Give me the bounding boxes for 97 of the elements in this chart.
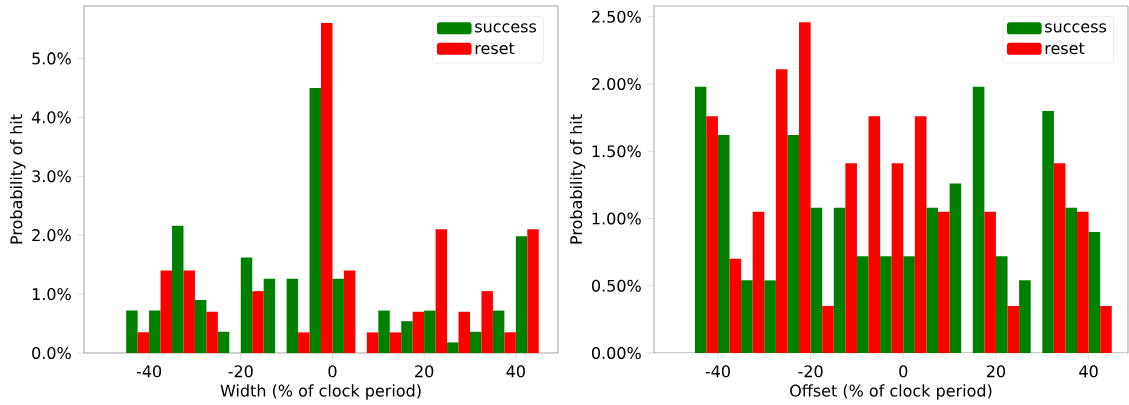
bar [984, 211, 996, 353]
y-tick-label: 4.0% [31, 111, 71, 124]
bar [891, 163, 904, 353]
bar [183, 270, 195, 353]
bar [378, 310, 390, 353]
x-tick-label: 40 [1079, 365, 1098, 378]
bar [126, 310, 138, 353]
bar [856, 256, 869, 353]
y-tick-label: 2.50% [592, 10, 641, 23]
bar [868, 116, 881, 353]
bar [527, 229, 539, 353]
y-tick-label: 2.00% [592, 77, 641, 91]
x-tick-label: -20 [798, 365, 823, 378]
bar [401, 321, 413, 353]
bar [515, 236, 528, 353]
bar [717, 135, 730, 353]
bar [1019, 280, 1031, 353]
y-tick-label: 1.50% [592, 145, 641, 158]
bar [845, 163, 857, 353]
bar [903, 256, 915, 353]
x-tick-label: 0 [328, 365, 337, 378]
bar [1100, 305, 1112, 353]
legend-label: success [1045, 23, 1107, 33]
bar [787, 135, 800, 353]
x-tick-label: 20 [986, 365, 1006, 378]
x-tick-label: -20 [228, 365, 253, 378]
x-tick-label: -40 [705, 365, 730, 378]
bar [137, 332, 150, 353]
bar [321, 23, 333, 353]
bar [1077, 211, 1089, 353]
bar [799, 22, 811, 353]
bar [926, 207, 939, 353]
y-axis-title: Probability of hit [10, 114, 26, 244]
bar [412, 311, 425, 353]
bar [206, 311, 218, 353]
bar [764, 280, 776, 353]
bar [1042, 110, 1054, 353]
legend-label: reset [1045, 42, 1085, 55]
bar [458, 311, 470, 353]
bar [938, 211, 950, 353]
bar [504, 332, 516, 353]
x-tick-label: 20 [415, 365, 434, 378]
y-tick-label: 1.0% [32, 287, 71, 301]
bar [389, 332, 402, 353]
y-tick-label: 0.00% [591, 346, 641, 359]
bar [972, 86, 985, 353]
bar [995, 256, 1008, 353]
y-tick-label: 5.0% [32, 52, 71, 65]
y-axis-title: Probability of hit [569, 114, 586, 244]
bar [217, 331, 230, 353]
y-tick-label: 0.50% [591, 279, 641, 292]
bar [332, 278, 344, 353]
bar [752, 211, 765, 353]
bar [194, 299, 207, 353]
bar [1053, 163, 1066, 353]
x-axis-title: Width (% of clock period) [220, 384, 421, 400]
bar [366, 332, 379, 353]
y-tick-label: 3.0% [32, 170, 71, 183]
bar [172, 225, 184, 353]
bar [1007, 305, 1020, 353]
bar [775, 69, 788, 353]
bar [949, 183, 962, 353]
bar [914, 116, 927, 353]
x-axis-title: Offset (% of clock period) [790, 384, 992, 400]
bar [1065, 207, 1078, 353]
bar [424, 310, 436, 353]
bar [706, 116, 718, 353]
y-tick-label: 2.0% [32, 229, 71, 242]
bar [240, 257, 253, 353]
bar [694, 86, 707, 353]
bar [880, 256, 892, 353]
bar [822, 305, 834, 353]
bar [309, 87, 321, 353]
bar [833, 207, 846, 353]
bar [149, 310, 161, 353]
bar [741, 280, 753, 353]
y-tick-label: 0.0% [32, 346, 71, 359]
x-tick-label: 0 [899, 365, 908, 378]
bar [810, 207, 823, 353]
bar [435, 229, 448, 353]
bar [447, 342, 459, 353]
x-tick-label: -40 [136, 365, 162, 378]
y-tick-label: 1.00% [592, 212, 641, 225]
x-tick-label: 40 [506, 365, 525, 378]
bar [286, 278, 299, 353]
bar [1088, 231, 1101, 353]
bar [263, 278, 276, 353]
bar [729, 258, 742, 353]
legend-label: success [475, 23, 537, 33]
legend-label: reset [475, 42, 515, 55]
bar [160, 270, 173, 353]
bar [298, 332, 310, 353]
bar [481, 291, 493, 353]
bar [469, 331, 482, 353]
bar [252, 291, 264, 353]
bar [492, 310, 505, 353]
bar [343, 270, 356, 353]
